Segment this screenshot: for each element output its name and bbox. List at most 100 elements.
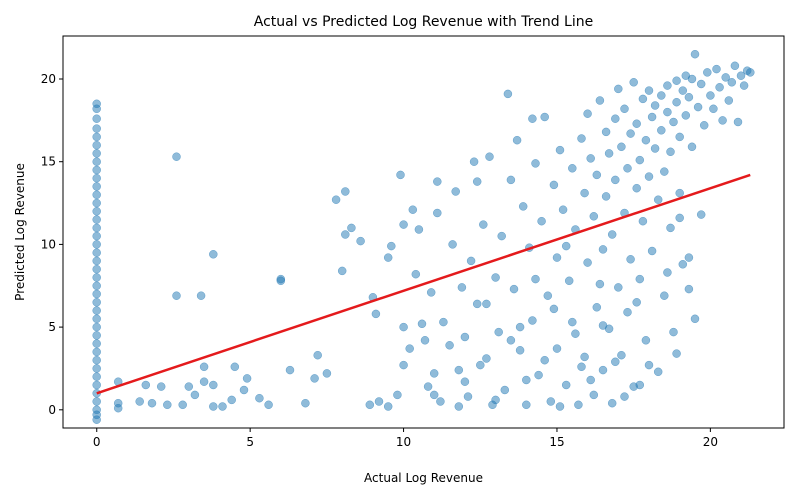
data-point <box>356 236 365 246</box>
data-point <box>607 230 617 239</box>
data-point <box>512 135 522 145</box>
data-point <box>644 360 654 370</box>
data-point <box>558 205 568 214</box>
data-point <box>301 398 310 408</box>
data-point <box>230 362 240 372</box>
data-point <box>331 195 341 204</box>
data-point <box>641 135 651 145</box>
data-point <box>531 274 540 284</box>
data-point <box>561 241 571 251</box>
data-point <box>663 81 672 90</box>
data-point <box>611 175 620 185</box>
data-point <box>92 264 101 274</box>
data-point <box>632 183 641 193</box>
data-point <box>506 336 516 345</box>
data-point <box>727 78 737 87</box>
data-point <box>436 397 445 406</box>
data-point <box>657 126 666 135</box>
data-point <box>663 107 672 117</box>
data-point <box>92 223 101 233</box>
data-point <box>632 119 641 128</box>
x-axis-label: Actual Log Revenue <box>364 471 483 485</box>
data-point <box>672 349 681 358</box>
y-axis: 0 5 10 15 20 <box>41 72 63 417</box>
data-point <box>92 104 101 114</box>
data-point <box>457 283 467 292</box>
data-point <box>141 380 151 390</box>
data-point <box>598 321 608 330</box>
data-point <box>92 231 101 241</box>
data-point <box>92 298 101 307</box>
data-point <box>476 360 485 370</box>
data-point <box>92 273 101 282</box>
data-point <box>92 215 101 224</box>
data-point <box>611 114 620 123</box>
data-point <box>675 132 684 142</box>
data-point <box>466 256 476 266</box>
data-point <box>681 111 691 120</box>
data-point <box>549 180 559 190</box>
data-point <box>552 344 562 353</box>
data-point <box>647 112 657 122</box>
data-point <box>693 102 703 112</box>
data-point <box>172 152 181 161</box>
data-point <box>583 109 592 118</box>
data-point <box>690 49 700 59</box>
data-point <box>448 240 457 249</box>
data-point <box>218 402 227 411</box>
data-point <box>635 380 645 390</box>
data-point <box>113 403 123 413</box>
data-point <box>522 400 531 410</box>
data-point <box>712 64 721 74</box>
data-point <box>92 240 101 249</box>
data-point <box>341 230 350 239</box>
data-point <box>598 365 608 375</box>
data-point <box>739 81 749 90</box>
data-point <box>365 400 375 410</box>
data-point <box>399 322 408 332</box>
data-point <box>638 216 648 226</box>
data-point <box>374 397 384 406</box>
data-point <box>537 216 546 226</box>
data-point <box>199 362 209 372</box>
data-point <box>515 322 525 332</box>
data-point <box>396 170 405 180</box>
data-point <box>564 276 574 286</box>
data-point <box>583 258 592 267</box>
data-point <box>454 402 464 411</box>
data-point <box>620 392 629 401</box>
y-tick-label: 10 <box>41 237 56 251</box>
data-point <box>614 283 623 292</box>
data-point <box>604 149 614 158</box>
data-point <box>408 205 418 214</box>
data-point <box>660 167 669 176</box>
data-point <box>592 170 602 180</box>
data-point <box>399 220 408 229</box>
data-point <box>92 314 101 324</box>
data-point <box>598 245 608 254</box>
data-point <box>285 365 295 375</box>
data-point <box>647 246 657 256</box>
data-point <box>227 395 236 405</box>
data-point <box>276 276 286 286</box>
data-point <box>172 291 181 300</box>
data-point <box>491 395 500 405</box>
data-point <box>92 165 101 175</box>
data-point <box>156 382 166 391</box>
data-point <box>638 94 648 104</box>
data-point <box>463 392 473 401</box>
data-point <box>92 397 101 406</box>
data-point <box>209 380 218 390</box>
data-point <box>650 144 660 153</box>
x-tick-label: 15 <box>549 435 564 449</box>
data-point <box>684 253 694 262</box>
data-point <box>479 220 488 229</box>
data-point <box>555 145 565 155</box>
data-point <box>614 84 623 94</box>
data-point <box>433 177 442 186</box>
data-point <box>580 352 589 362</box>
trend-layer <box>96 173 751 395</box>
data-point <box>528 316 537 325</box>
data-point <box>601 192 611 201</box>
data-point <box>433 208 442 218</box>
